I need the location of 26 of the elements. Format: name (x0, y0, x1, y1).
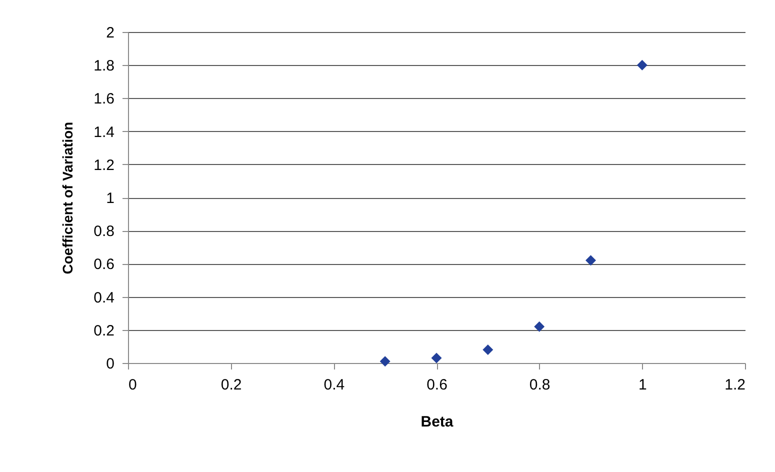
y-tick-label: 1.8 (94, 58, 114, 75)
point (534, 321, 545, 332)
y-tick-label: 0.4 (94, 289, 114, 306)
y-tick-label: 0.6 (94, 256, 114, 274)
point (431, 352, 442, 364)
x-tick-label: 0.2 (220, 376, 242, 394)
y-tick-label: 0.2 (94, 322, 114, 340)
x-tick-label: 0.8 (529, 376, 550, 394)
point (636, 60, 648, 70)
point (586, 255, 596, 266)
x-tick-label: 0 (128, 376, 137, 394)
y-tick-label: 1.2 (94, 156, 114, 174)
x-tick-label: 0.4 (324, 376, 345, 394)
point (380, 356, 390, 367)
point (482, 344, 494, 356)
x-tick-label: 1 (638, 376, 647, 394)
x-tick-label: 0.6 (426, 376, 448, 394)
x-axis-title: Beta (420, 414, 454, 430)
x-tick-label: 1.2 (724, 376, 746, 394)
y-tick-label: 2 (106, 24, 114, 42)
y-axis-title: Coefficient of Variation (60, 122, 76, 274)
y-tick-label: 1 (106, 190, 114, 207)
y-tick-label: 1.4 (94, 124, 114, 141)
y-tick-label: 1.6 (94, 90, 114, 108)
y-tick-label: 0 (106, 356, 114, 372)
y-tick-label: 0.8 (94, 223, 114, 240)
